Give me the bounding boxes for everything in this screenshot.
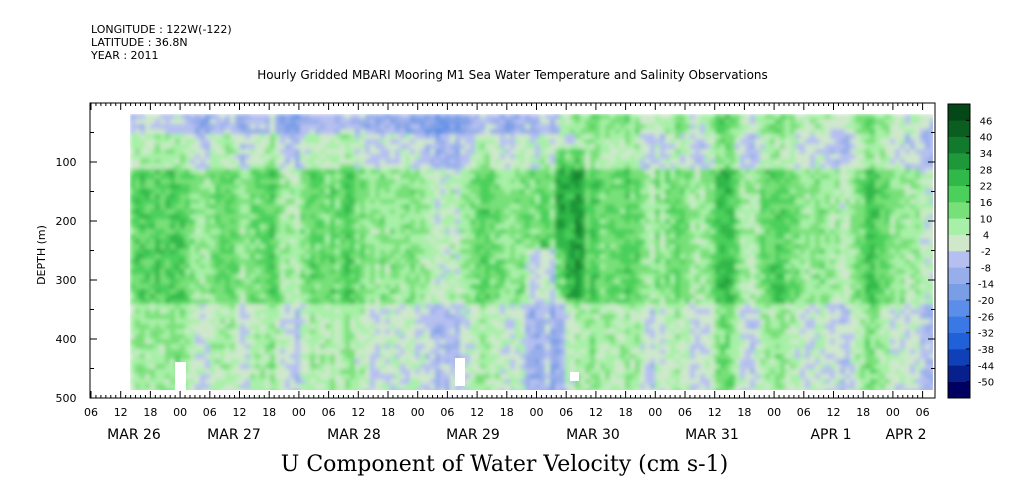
x-day-label: MAR 29 <box>446 427 500 443</box>
x-tick-label: 06 <box>916 406 930 419</box>
y-tick-label: 300 <box>56 274 77 287</box>
colorbar-swatch <box>948 300 970 317</box>
x-tick-label: 00 <box>411 406 425 419</box>
x-tick-label: 18 <box>381 406 395 419</box>
colorbar-swatch <box>948 381 970 399</box>
x-tick-label: 00 <box>648 406 662 419</box>
x-day-label: MAR 30 <box>566 427 620 443</box>
colorbar-label: -50 <box>978 378 994 389</box>
x-tick-label: 12 <box>827 406 841 419</box>
longitude-label: LONGITUDE : 122W(-122) <box>91 23 232 36</box>
x-tick-label: 12 <box>470 406 484 419</box>
x-tick-label: 18 <box>143 406 157 419</box>
x-tick-label: 12 <box>351 406 365 419</box>
x-day-label: MAR 26 <box>107 427 161 443</box>
colorbar-swatch <box>948 104 970 121</box>
x-tick-label: 18 <box>737 406 751 419</box>
x-tick-label: 12 <box>589 406 603 419</box>
x-tick-label: 06 <box>440 406 454 419</box>
x-tick-label: 00 <box>886 406 900 419</box>
colorbar-swatch <box>948 316 970 333</box>
colorbar-label: -32 <box>978 329 994 340</box>
colorbar-swatch <box>948 202 970 219</box>
colorbar-swatch <box>948 332 970 350</box>
colorbar-swatch <box>948 136 970 154</box>
colorbar-label: 4 <box>983 231 989 242</box>
missing-data-gap <box>570 372 579 381</box>
colorbar-label: -26 <box>978 312 994 323</box>
missing-data-gap <box>175 362 186 390</box>
x-tick-label: 00 <box>767 406 781 419</box>
x-day-label: MAR 28 <box>327 427 381 443</box>
colorbar-label: 10 <box>980 214 993 225</box>
x-tick-label: 06 <box>678 406 692 419</box>
x-tick-label: 12 <box>114 406 128 419</box>
x-tick-label: 18 <box>500 406 514 419</box>
colorbar-label: -38 <box>978 345 994 356</box>
colorbar-swatch <box>948 169 970 186</box>
x-tick-label: 06 <box>797 406 811 419</box>
x-tick-label: 18 <box>262 406 276 419</box>
x-day-label: APR 1 <box>810 427 851 443</box>
x-tick-label: 06 <box>322 406 336 419</box>
x-tick-label: 12 <box>233 406 247 419</box>
colorbar-swatch <box>948 185 970 203</box>
chart-subtitle: U Component of Water Velocity (cm s-1) <box>280 452 729 477</box>
x-day-label: MAR 27 <box>207 427 261 443</box>
colorbar-swatch <box>948 267 970 284</box>
year-label: YEAR : 2011 <box>91 49 159 62</box>
colorbar-label: 46 <box>980 116 993 127</box>
y-tick-label: 500 <box>56 392 77 405</box>
colorbar-label: -14 <box>978 280 994 291</box>
colorbar-label: 22 <box>980 182 993 193</box>
heatmap-field <box>130 114 933 390</box>
colorbar-label: 34 <box>980 149 993 160</box>
colorbar-label: 28 <box>980 165 993 176</box>
x-tick-label: 12 <box>708 406 722 419</box>
colorbar-label: -8 <box>981 263 991 274</box>
latitude-label: LATITUDE : 36.8N <box>91 36 188 49</box>
x-day-label: MAR 31 <box>685 427 739 443</box>
colorbar-label: 16 <box>980 198 993 209</box>
x-tick-label: 00 <box>530 406 544 419</box>
colorbar-swatch <box>948 365 970 382</box>
missing-data-gap <box>455 358 465 386</box>
x-tick-label: 00 <box>292 406 306 419</box>
colorbar-swatch <box>948 234 970 252</box>
colorbar-label: -20 <box>978 296 994 307</box>
colorbar-label: 40 <box>980 133 993 144</box>
colorbar-label: -2 <box>981 247 991 258</box>
y-axis-label: DEPTH (m) <box>35 225 48 285</box>
y-tick-label: 100 <box>56 156 77 169</box>
x-tick-label: 06 <box>84 406 98 419</box>
colorbar-swatch <box>948 218 970 235</box>
colorbar-swatch <box>948 153 970 170</box>
x-tick-label: 00 <box>173 406 187 419</box>
x-tick-label: 06 <box>203 406 217 419</box>
colorbar-label: -44 <box>978 361 994 372</box>
axes: 100 200 300 400 500 06 12 18 00 06 12 18 00 06 12 18 00 0… <box>56 103 935 443</box>
x-tick-label: 06 <box>559 406 573 419</box>
colorbar: 46 40 34 28 22 16 10 4 -2 -8 -14 -20 -26 -32 -38 -44 -50 <box>947 103 994 399</box>
x-day-label: APR 2 <box>885 427 926 443</box>
colorbar-swatch <box>948 120 970 137</box>
y-tick-label: 400 <box>56 333 77 346</box>
y-tick-label: 200 <box>56 215 77 228</box>
colorbar-swatch <box>948 283 970 301</box>
colorbar-swatch <box>948 251 970 268</box>
colorbar-swatch <box>948 349 970 366</box>
chart-title: Hourly Gridded MBARI Mooring M1 Sea Wate… <box>257 68 768 82</box>
x-tick-label: 18 <box>856 406 870 419</box>
x-tick-label: 18 <box>619 406 633 419</box>
